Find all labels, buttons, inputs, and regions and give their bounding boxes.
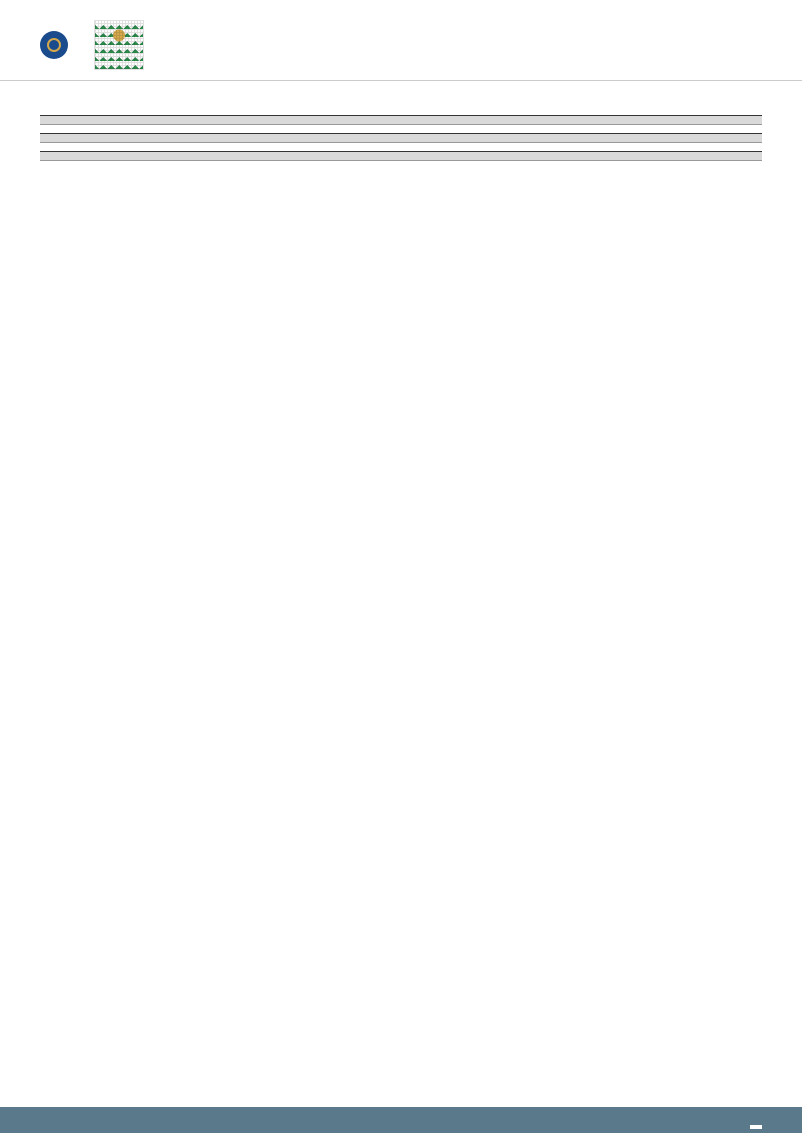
logo-icon bbox=[40, 31, 68, 59]
qr-code-icon bbox=[94, 20, 144, 70]
qr-block bbox=[94, 20, 152, 70]
table1 bbox=[40, 115, 762, 125]
table3-col bbox=[415, 152, 502, 161]
table3-col bbox=[40, 152, 112, 161]
table3-col bbox=[329, 152, 416, 161]
table3-col bbox=[502, 152, 589, 161]
page-number bbox=[750, 1125, 762, 1129]
table2-col bbox=[40, 134, 199, 143]
page-header bbox=[0, 0, 802, 81]
page-footer bbox=[0, 1107, 802, 1133]
table3-col bbox=[675, 152, 762, 161]
table3 bbox=[40, 151, 762, 161]
table3-col bbox=[589, 152, 676, 161]
table1-col bbox=[40, 116, 281, 125]
table3-col bbox=[112, 152, 329, 161]
table2-col bbox=[574, 134, 762, 143]
table2-col bbox=[199, 134, 387, 143]
table2-col bbox=[387, 134, 575, 143]
table1-col bbox=[281, 116, 522, 125]
brand-logo bbox=[40, 31, 74, 59]
table1-col bbox=[521, 116, 762, 125]
table2 bbox=[40, 133, 762, 143]
